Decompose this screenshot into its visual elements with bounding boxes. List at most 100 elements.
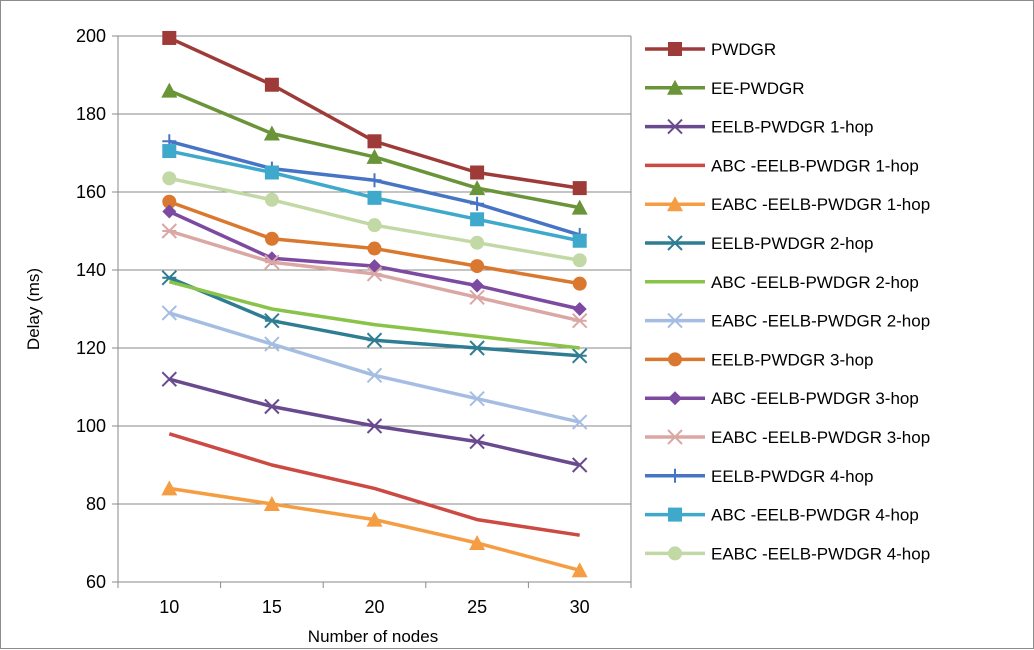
y-tick-label: 120 (76, 338, 106, 358)
data-point (161, 305, 178, 321)
data-point (367, 241, 382, 256)
y-tick-label: 200 (76, 26, 106, 46)
data-point (366, 148, 383, 164)
legend-entry: ABC -EELB-PWDGR 4-hop (645, 506, 919, 525)
legend-swatch-marker (667, 312, 683, 329)
x-tick-label: 15 (262, 597, 282, 617)
legend-entry: EE-PWDGR (645, 79, 805, 98)
series-4 (168, 432, 580, 537)
data-point (367, 173, 382, 188)
legend-entry: ABC -EELB-PWDGR 3-hop (645, 389, 919, 408)
legend-swatch-marker (668, 352, 682, 367)
data-point (263, 125, 280, 141)
legend-label: EELB-PWDGR 1-hop (711, 118, 874, 137)
legend-entry: EELB-PWDGR 3-hop (645, 350, 874, 369)
y-tick-label: 160 (76, 182, 106, 202)
data-point (572, 276, 587, 291)
data-point (162, 194, 177, 209)
data-point (366, 266, 383, 282)
legend-label: EABC -EELB-PWDGR 4-hop (711, 544, 930, 563)
x-tick-labels: 10 15 20 25 30 (159, 597, 589, 617)
legend-swatch-marker (668, 507, 682, 522)
data-point (571, 199, 588, 215)
data-point (264, 398, 280, 415)
y-tick-labels: 60 80 100 120 140 160 180 200 (76, 26, 106, 592)
data-point (572, 233, 587, 248)
legend-entry: EABC -EELB-PWDGR 4-hop (645, 544, 930, 563)
data-point (572, 181, 587, 196)
y-tick-label: 60 (86, 572, 106, 592)
data-point (264, 254, 280, 270)
data-point (367, 218, 382, 233)
data-point (162, 171, 177, 186)
x-tick-label: 25 (467, 597, 487, 617)
data-point (470, 278, 485, 293)
series-13 (162, 144, 587, 248)
legend-label: PWDGR (711, 40, 776, 59)
data-point (367, 190, 382, 205)
y-tick-label: 180 (76, 104, 106, 124)
legend-label: EELB-PWDGR 4-hop (711, 467, 874, 486)
data-point (161, 82, 178, 98)
legend-label: EABC -EELB-PWDGR 1-hop (711, 195, 930, 214)
legend: PWDGR EE-PWDGR EELB-PWDGR 1-hop ABC -EELB-P… (645, 40, 930, 563)
series-3 (161, 371, 588, 473)
legend-label: ABC -EELB-PWDGR 3-hop (711, 389, 919, 408)
legend-entry: EELB-PWDGR 1-hop (645, 118, 874, 137)
legend-label: ABC -EELB-PWDGR 1-hop (711, 156, 919, 175)
legend-label: ABC -EELB-PWDGR 2-hop (711, 273, 919, 292)
legend-swatch-marker (668, 42, 682, 56)
data-point (366, 418, 383, 434)
legend-entry: EABC -EELB-PWDGR 3-hop (645, 428, 930, 447)
legend-swatch-marker (667, 118, 683, 135)
legend-entry: EABC -EELB-PWDGR 2-hop (645, 312, 930, 331)
series-7 (168, 280, 580, 350)
data-point (469, 535, 486, 550)
series-6 (161, 270, 588, 364)
legend-swatch-marker (668, 468, 682, 483)
series-11 (161, 223, 588, 329)
data-point (469, 390, 485, 407)
x-tick-label: 10 (159, 597, 179, 617)
data-point (367, 134, 382, 149)
data-point (264, 165, 279, 180)
legend-swatch-marker (668, 391, 682, 406)
data-point (469, 289, 485, 306)
series-line (168, 276, 580, 358)
data-point (572, 302, 587, 316)
data-point (161, 371, 178, 387)
series-8 (161, 305, 588, 430)
legend-label: ABC -EELB-PWDGR 4-hop (711, 506, 919, 525)
data-point (470, 259, 485, 274)
data-point (367, 259, 382, 274)
legend-entry: PWDGR (645, 40, 776, 59)
data-point (470, 196, 485, 211)
data-point (469, 433, 485, 450)
data-point (263, 496, 280, 511)
legend-swatch-marker (668, 546, 682, 561)
data-point (470, 212, 485, 227)
series-line (168, 280, 580, 350)
y-tick-label: 140 (76, 260, 106, 280)
legend-swatch-marker (667, 196, 683, 212)
y-axis-title: Delay (ms) (24, 268, 43, 350)
series-5 (161, 480, 588, 578)
data-point (162, 144, 177, 159)
data-point (162, 30, 177, 45)
data-point (366, 332, 383, 348)
data-point (264, 336, 280, 352)
legend-entry: EELB-PWDGR 4-hop (645, 467, 874, 486)
legend-label: EELB-PWDGR 3-hop (711, 350, 874, 369)
data-point (264, 192, 279, 207)
data-point (366, 367, 383, 384)
legend-swatch-marker (667, 79, 683, 95)
series-1 (162, 30, 587, 196)
legend-label: EABC -EELB-PWDGR 3-hop (711, 428, 930, 447)
data-point (161, 223, 178, 239)
data-point (470, 165, 485, 180)
data-point (469, 180, 486, 196)
x-axis-title: Number of nodes (308, 627, 438, 646)
data-point (264, 77, 279, 92)
